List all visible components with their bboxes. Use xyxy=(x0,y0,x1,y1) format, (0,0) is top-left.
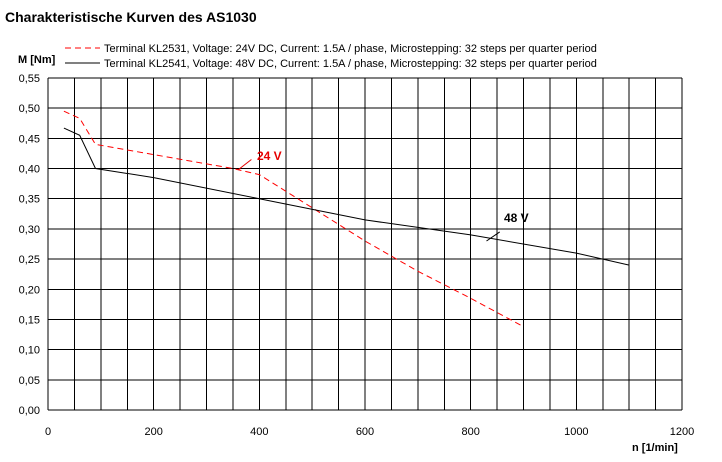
y-tick-label: 0,40 xyxy=(19,164,40,176)
y-tick-label: 0,00 xyxy=(19,405,40,417)
y-tick-label: 0,20 xyxy=(19,284,40,296)
y-tick-label: 0,15 xyxy=(19,314,40,326)
annotation-leader xyxy=(237,159,252,171)
y-tick-label: 0,30 xyxy=(19,224,40,236)
x-tick-label: 1200 xyxy=(670,426,694,438)
y-tick-label: 0,45 xyxy=(19,133,40,145)
y-tick-label: 0,55 xyxy=(19,73,40,85)
legend-label: Terminal KL2531, Voltage: 24V DC, Curren… xyxy=(104,43,597,55)
chart-title: Charakteristische Kurven des AS1030 xyxy=(5,9,257,25)
annotation-leader xyxy=(486,231,501,242)
y-tick-label: 0,25 xyxy=(19,254,40,266)
x-axis-label: n [1/min] xyxy=(632,442,678,454)
series-annotation: 24 V xyxy=(257,149,282,163)
y-tick-label: 0,05 xyxy=(19,375,40,387)
series-line xyxy=(63,127,630,266)
y-tick-label: 0,35 xyxy=(19,194,40,206)
x-tick-label: 400 xyxy=(250,426,268,438)
y-tick-label: 0,50 xyxy=(19,103,40,115)
y-axis-label: M [Nm] xyxy=(18,54,56,66)
x-tick-label: 800 xyxy=(461,426,479,438)
legend-label: Terminal KL2541, Voltage: 48V DC, Curren… xyxy=(104,58,597,70)
x-tick-label: 200 xyxy=(144,426,162,438)
x-tick-label: 600 xyxy=(356,426,374,438)
series-line xyxy=(63,110,524,328)
x-tick-label: 1000 xyxy=(564,426,588,438)
series-annotation: 48 V xyxy=(504,211,529,225)
y-tick-label: 0,10 xyxy=(19,345,40,357)
x-tick-label: 0 xyxy=(45,426,51,438)
